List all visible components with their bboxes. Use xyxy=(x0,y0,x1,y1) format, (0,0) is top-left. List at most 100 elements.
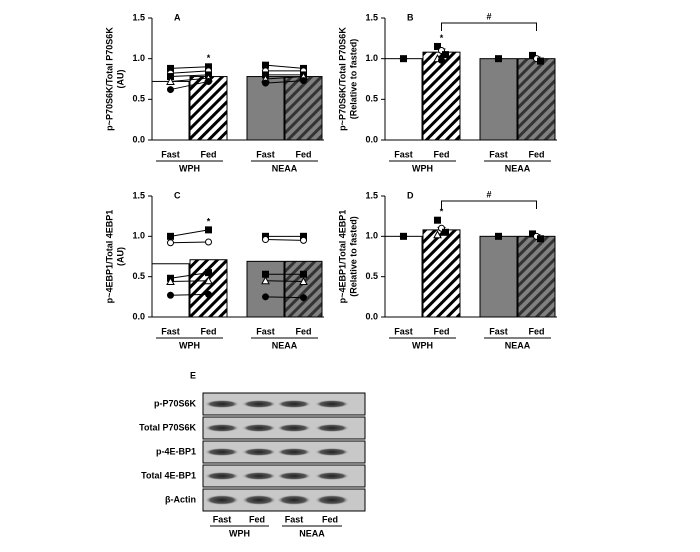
data-point xyxy=(400,232,407,240)
group-label: WPH xyxy=(412,163,433,173)
panel-label: B xyxy=(407,12,414,22)
data-point xyxy=(204,276,213,285)
y-tick-label: 1.5 xyxy=(365,12,378,22)
pair-line xyxy=(265,239,304,241)
y-tick-label: 0.0 xyxy=(365,311,378,321)
data-point xyxy=(434,42,441,50)
x-tick-label: Fast xyxy=(161,326,180,336)
bar xyxy=(517,58,556,141)
blot-band xyxy=(242,424,276,432)
y-axis-label: p~P70S6K/Total P70S6K xyxy=(337,27,347,131)
y-axis-label: p~4EBP1/Total 4EBP1 xyxy=(104,210,114,304)
bracket-label: # xyxy=(486,11,491,21)
pair-line xyxy=(170,241,209,244)
data-point xyxy=(166,276,175,286)
blot-band xyxy=(315,424,349,432)
data-point xyxy=(261,276,270,285)
blot-row-label: β-Actin xyxy=(165,494,196,504)
x-tick-label: Fast xyxy=(489,149,508,159)
y-axis-label: (AU) xyxy=(115,70,125,89)
data-point xyxy=(300,270,307,278)
data-point xyxy=(166,76,175,85)
blot-band xyxy=(277,400,311,408)
blot-band xyxy=(277,424,311,432)
pair-line xyxy=(170,272,209,279)
significance-star: * xyxy=(440,207,444,217)
y-tick-label: 0.5 xyxy=(365,94,378,104)
data-point xyxy=(167,239,174,247)
blot-lane-label: Fed xyxy=(249,514,265,524)
significance-star: * xyxy=(207,216,211,226)
group-label: NEAA xyxy=(505,340,531,350)
significance-star: * xyxy=(440,33,444,43)
panel-label: C xyxy=(174,190,181,200)
y-axis-label: p~4EBP1/Total 4EBP1 xyxy=(337,210,347,304)
data-point xyxy=(434,216,441,224)
x-tick-label: Fed xyxy=(433,149,449,159)
data-point xyxy=(262,79,269,87)
pair-line xyxy=(170,229,209,237)
data-point xyxy=(495,55,502,63)
blot-band xyxy=(242,472,276,480)
group-label: WPH xyxy=(179,340,200,350)
x-tick-label: Fed xyxy=(295,149,311,159)
y-tick-label: 1.0 xyxy=(132,231,145,241)
pair-line xyxy=(170,293,209,296)
bar xyxy=(246,260,285,318)
blot-band xyxy=(242,400,276,408)
y-axis-label: (AU) xyxy=(115,247,125,266)
x-tick-label: Fed xyxy=(433,326,449,336)
group-label: WPH xyxy=(412,340,433,350)
bar xyxy=(151,263,190,318)
bar xyxy=(479,58,518,141)
x-tick-label: Fed xyxy=(528,326,544,336)
blot-band xyxy=(205,400,239,408)
pair-line xyxy=(170,70,209,74)
x-tick-label: Fed xyxy=(200,149,216,159)
blot-row-label: p-4E-BP1 xyxy=(156,446,196,456)
group-label: WPH xyxy=(179,163,200,173)
bar xyxy=(246,76,285,141)
y-tick-label: 1.5 xyxy=(132,12,145,22)
blot-group-label: WPH xyxy=(229,528,250,538)
pair-line xyxy=(170,80,209,91)
bar xyxy=(284,260,323,318)
y-tick-label: 0.5 xyxy=(132,94,145,104)
pair-line xyxy=(265,296,304,299)
blot-band xyxy=(315,448,349,456)
blot-band xyxy=(205,495,239,505)
bar xyxy=(384,58,423,141)
blot-band xyxy=(205,424,239,432)
blot-row-label: Total P70S6K xyxy=(139,422,196,432)
significance-star: * xyxy=(207,53,211,63)
group-label: NEAA xyxy=(505,163,531,173)
x-tick-label: Fast xyxy=(394,326,413,336)
data-point xyxy=(300,77,307,85)
y-tick-label: 1.5 xyxy=(132,190,145,200)
bar xyxy=(189,76,228,141)
data-point xyxy=(205,290,212,298)
bar xyxy=(517,235,556,318)
panel-label: E xyxy=(190,370,196,380)
panel-label: A xyxy=(174,12,181,22)
y-axis-label: p~P70S6K/Total P70S6K xyxy=(104,27,114,131)
data-point xyxy=(262,61,269,69)
blot-band xyxy=(277,472,311,480)
blot-band xyxy=(315,495,349,505)
blot-band xyxy=(315,400,349,408)
x-tick-label: Fast xyxy=(161,149,180,159)
blot-row-label: p-P70S6K xyxy=(154,398,197,408)
blot-row-label: Total 4E-BP1 xyxy=(141,470,196,480)
blot-band xyxy=(205,448,239,456)
data-point xyxy=(537,57,544,65)
y-tick-label: 1.0 xyxy=(132,53,145,63)
data-point xyxy=(205,269,212,277)
y-tick-label: 0.0 xyxy=(365,134,378,144)
data-point xyxy=(299,276,308,286)
y-tick-label: 1.0 xyxy=(365,53,378,63)
data-point xyxy=(205,226,212,234)
pair-line xyxy=(265,76,304,80)
x-tick-label: Fed xyxy=(200,326,216,336)
x-tick-label: Fast xyxy=(489,326,508,336)
